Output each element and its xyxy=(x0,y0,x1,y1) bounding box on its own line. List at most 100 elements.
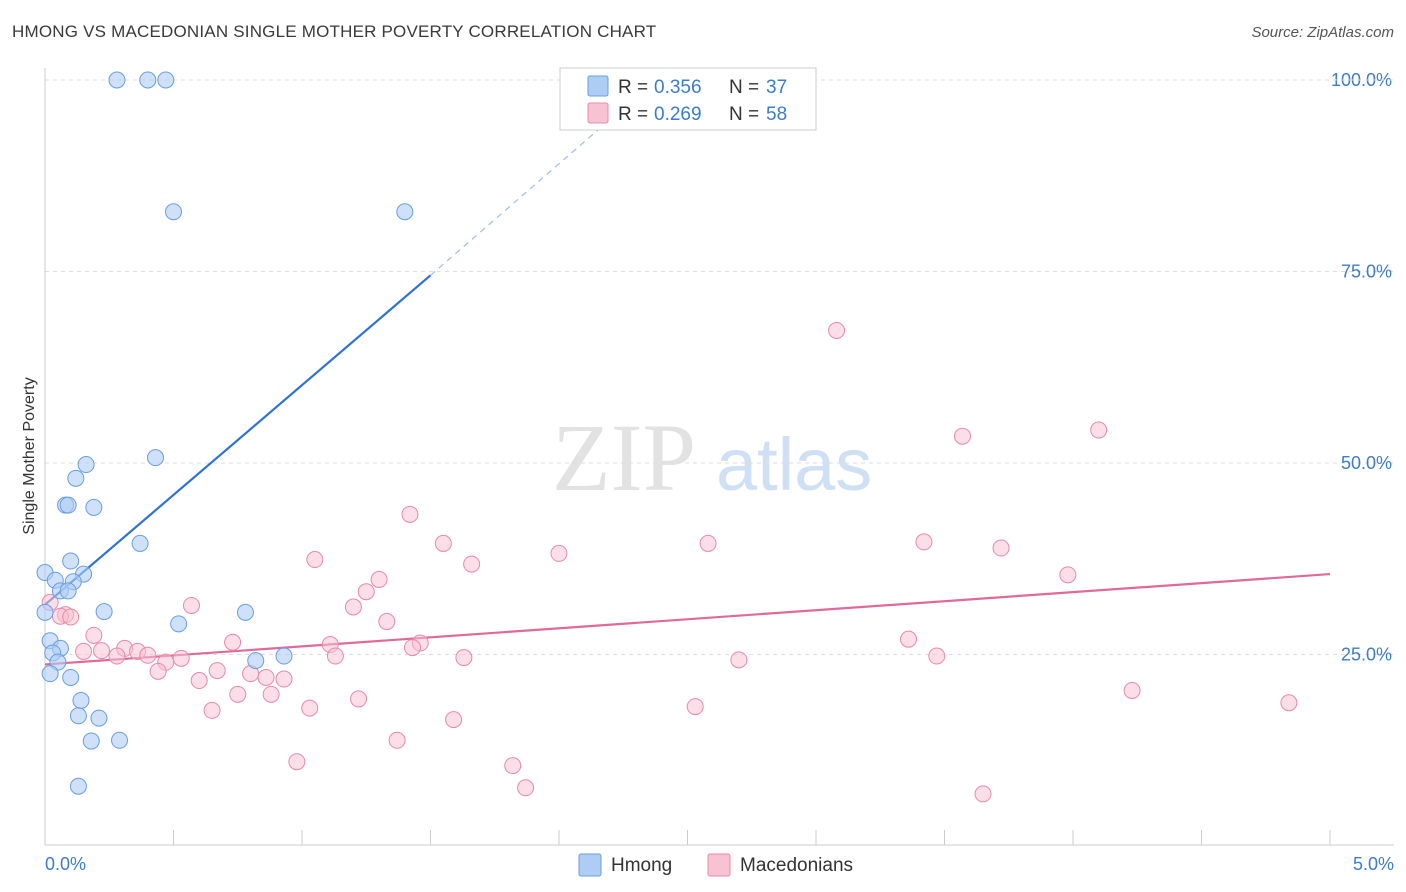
macedonians-point xyxy=(992,539,1010,557)
hmong-point xyxy=(157,71,175,89)
source-credit: Source: ZipAtlas.com xyxy=(1251,24,1394,41)
y-tick-label: 50.0% xyxy=(1341,453,1392,473)
bottom-legend-hmong-swatch xyxy=(578,853,602,877)
macedonians-point xyxy=(139,646,157,664)
legend-hmong-r-value: 0.356 xyxy=(654,77,702,98)
hmong-point xyxy=(59,582,77,600)
hmong-point xyxy=(69,777,87,795)
macedonians-point xyxy=(828,321,846,339)
hmong-point xyxy=(131,534,149,552)
macedonians-point xyxy=(257,668,275,686)
macedonians-point xyxy=(344,598,362,616)
y-tick-label: 25.0% xyxy=(1341,645,1392,665)
legend-mac-swatch xyxy=(587,102,609,124)
macedonians-point xyxy=(401,505,419,523)
y-axis-label: Single Mother Poverty xyxy=(21,377,38,534)
hmong-point xyxy=(77,456,95,474)
hmong-trend-line xyxy=(44,274,432,606)
macedonians-point xyxy=(172,649,190,667)
macedonians-point xyxy=(149,662,167,680)
x-tick-label-max: 5.0% xyxy=(1353,854,1394,874)
macedonians-point xyxy=(326,647,344,665)
macedonians-point xyxy=(288,753,306,771)
hmong-points xyxy=(36,71,414,795)
macedonians-point xyxy=(208,662,226,680)
macedonians-point xyxy=(203,701,221,719)
hmong-point xyxy=(236,603,254,621)
hmong-point xyxy=(72,691,90,709)
macedonians-point xyxy=(93,642,111,660)
macedonians-point xyxy=(62,608,80,626)
watermark-atlas: atlas xyxy=(716,423,872,506)
watermark-zip: ZIP xyxy=(552,404,696,511)
legend-mac-n-value: 58 xyxy=(766,104,787,125)
macedonians-point xyxy=(301,699,319,717)
hmong-point xyxy=(147,449,165,467)
watermark: ZIP atlas xyxy=(552,404,872,511)
y-tick-label: 75.0% xyxy=(1341,262,1392,282)
hmong-point xyxy=(85,498,103,516)
hmong-point xyxy=(62,552,80,570)
hmong-point xyxy=(67,469,85,487)
macedonians-point xyxy=(182,596,200,614)
correlation-legend: R = 0.356 N = 37 R = 0.269 N = 58 xyxy=(559,67,817,131)
macedonians-point xyxy=(445,711,463,729)
hmong-point xyxy=(62,668,80,686)
x-tick-label-min: 0.0% xyxy=(45,854,86,874)
macedonians-point xyxy=(730,651,748,669)
grid-lines: 100.0% 75.0% 50.0% 25.0% xyxy=(45,70,1394,665)
macedonians-point xyxy=(1059,566,1077,584)
macedonians-trend-line xyxy=(44,572,1331,666)
macedonians-point xyxy=(388,731,406,749)
macedonians-point xyxy=(404,639,422,657)
hmong-point xyxy=(139,71,157,89)
macedonians-point xyxy=(275,670,293,688)
chart-title: HMONG VS MACEDONIAN SINGLE MOTHER POVERT… xyxy=(12,22,657,41)
legend-mac-r-value: 0.269 xyxy=(654,104,702,125)
hmong-point xyxy=(165,203,182,221)
macedonians-point xyxy=(455,649,473,667)
legend-hmong-r-label: R = xyxy=(618,77,648,98)
trend-lines xyxy=(44,96,1331,666)
macedonians-point xyxy=(1280,694,1298,712)
hmong-point xyxy=(396,203,414,221)
legend-mac-r-label: R = xyxy=(618,104,648,125)
hmong-point xyxy=(59,496,77,514)
axes: 0.0% 5.0% xyxy=(44,68,1394,874)
macedonians-point xyxy=(900,630,918,648)
macedonians-point xyxy=(1090,421,1108,439)
macedonians-point xyxy=(915,533,933,551)
bottom-legend-mac-label: Macedonians xyxy=(740,855,853,876)
macedonians-point xyxy=(928,647,946,665)
macedonians-point xyxy=(190,672,208,690)
macedonians-point xyxy=(75,642,93,660)
legend-hmong-n-label: N = xyxy=(729,77,759,98)
macedonians-point xyxy=(350,690,368,708)
hmong-point xyxy=(82,732,100,750)
legend-hmong-n-value: 37 xyxy=(766,77,787,98)
macedonians-point xyxy=(378,613,396,631)
bottom-legend-mac-swatch xyxy=(707,853,731,877)
macedonians-point xyxy=(953,427,971,445)
macedonians-point xyxy=(434,534,452,552)
y-tick-label: 100.0% xyxy=(1331,70,1392,90)
hmong-point xyxy=(69,707,87,725)
macedonians-point xyxy=(699,534,717,552)
macedonians-point xyxy=(306,551,324,569)
legend-hmong-swatch xyxy=(587,75,609,97)
hmong-point xyxy=(41,665,59,683)
hmong-point xyxy=(170,615,188,633)
macedonians-point xyxy=(229,685,247,703)
hmong-trend-extension xyxy=(430,96,637,276)
series-legend: Hmong Macedonians xyxy=(578,853,853,877)
hmong-point xyxy=(95,603,113,621)
hmong-point xyxy=(108,71,126,89)
macedonians-point xyxy=(370,570,388,588)
hmong-point xyxy=(247,652,265,670)
macedonians-point xyxy=(1123,682,1141,700)
macedonians-point xyxy=(262,685,280,703)
macedonians-point xyxy=(974,785,992,803)
macedonians-point xyxy=(517,779,535,797)
macedonians-point xyxy=(108,647,126,665)
